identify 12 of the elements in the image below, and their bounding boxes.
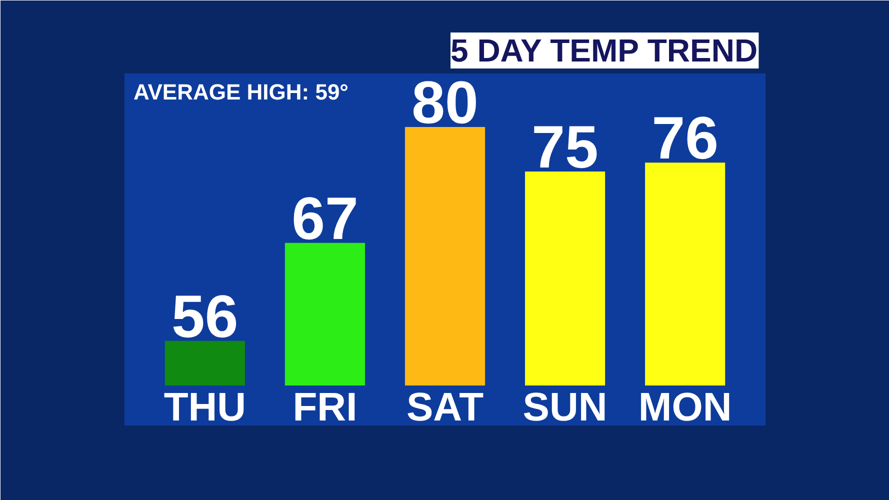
data-label: 75 bbox=[532, 114, 598, 181]
chart-title: 5 DAY TEMP TREND bbox=[450, 32, 758, 68]
data-label: 76 bbox=[652, 104, 718, 172]
x-tick-label: THU bbox=[164, 386, 246, 430]
data-label: 56 bbox=[172, 282, 238, 350]
data-label: 67 bbox=[292, 184, 358, 252]
x-tick-label: SAT bbox=[406, 386, 484, 430]
annotation: AVERAGE HIGH: 59° bbox=[134, 80, 348, 104]
x-tick-label: SUN bbox=[522, 386, 608, 430]
x-tick-label: FRI bbox=[292, 386, 358, 430]
data-label: 80 bbox=[412, 68, 478, 136]
x-tick-label: MON bbox=[638, 386, 732, 430]
